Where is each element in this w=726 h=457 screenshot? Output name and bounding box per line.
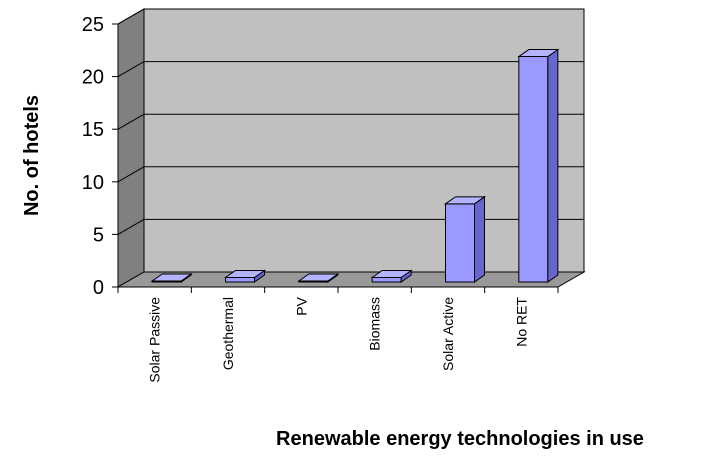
bar-top	[223, 269, 267, 278]
bar-top	[150, 273, 193, 282]
bar-front	[225, 276, 255, 283]
bar	[223, 269, 267, 283]
y-tick-label: 5	[93, 224, 104, 246]
bars	[150, 48, 560, 283]
y-tick-label: 15	[82, 119, 104, 141]
x-axis-title: Renewable energy technologies in use	[276, 428, 644, 450]
chart-side-wall	[117, 8, 145, 288]
x-category-label: Geothermal	[220, 297, 236, 370]
gridline	[117, 166, 584, 183]
gridline	[117, 113, 584, 130]
y-axis-title: No. of hotels	[21, 95, 43, 216]
y-tick-label: 20	[82, 67, 104, 89]
gridline	[117, 218, 584, 235]
y-tick-label: 25	[82, 14, 104, 36]
gridline	[117, 61, 584, 78]
x-category-label: No RET	[513, 297, 529, 347]
y-axis-ticks: 0 5 10 15 20 25	[82, 14, 118, 299]
bar-top	[370, 269, 413, 278]
y-tick-label: 10	[82, 172, 104, 194]
x-category-label: Solar Passive	[147, 297, 163, 383]
bar-front	[371, 276, 402, 283]
bar-front	[445, 203, 475, 283]
bar-top	[443, 196, 487, 205]
gridline	[117, 8, 584, 25]
gridlines	[117, 8, 584, 235]
x-axis-ticks: Solar Passive Geothermal PV Biomass Solar Ac…	[117, 287, 559, 383]
bar-side	[474, 195, 485, 283]
y-tick-label: 0	[93, 277, 104, 299]
bar-front	[518, 56, 549, 283]
bar-side	[547, 48, 559, 283]
x-category-label: PV	[293, 296, 309, 315]
x-category-label: Biomass	[367, 297, 383, 351]
bar	[150, 273, 193, 283]
bar	[297, 273, 340, 283]
bar	[370, 269, 413, 283]
bar	[517, 48, 560, 283]
x-category-label: Solar Active	[440, 297, 456, 371]
bar	[443, 195, 487, 283]
bar-top	[517, 49, 560, 58]
chart-back-wall	[143, 8, 585, 273]
bar-top	[297, 273, 340, 282]
